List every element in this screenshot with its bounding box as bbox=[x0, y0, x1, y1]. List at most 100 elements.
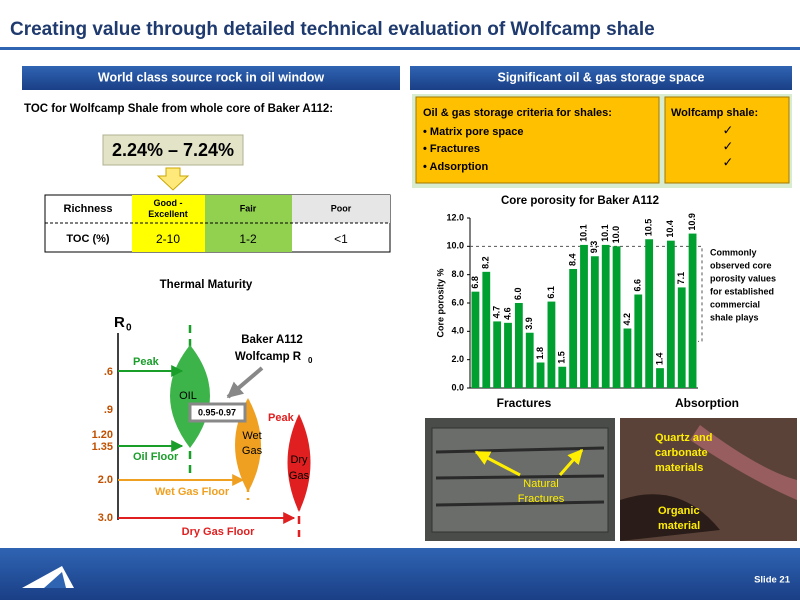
value-label: 9.3 bbox=[589, 241, 599, 254]
oil-floor-label: Oil Floor bbox=[133, 451, 179, 463]
photo-label: material bbox=[658, 520, 700, 532]
table-cell: TOC (%) bbox=[66, 233, 110, 245]
toc-range: 2.24% – 7.24% bbox=[112, 140, 234, 160]
value-label: 4.2 bbox=[622, 313, 632, 326]
table-cell-poor bbox=[292, 195, 390, 223]
criteria-title: Oil & gas storage criteria for shales: bbox=[423, 107, 612, 119]
maturity-tick: 2.0 bbox=[98, 474, 113, 486]
maturity-tick: 1.35 bbox=[92, 441, 113, 453]
slide-number: Slide 21 bbox=[754, 575, 791, 586]
bar bbox=[536, 362, 545, 388]
bar bbox=[558, 366, 567, 388]
dry-gas-label: Gas bbox=[289, 470, 310, 482]
maturity-axis-subscript: 0 bbox=[126, 323, 132, 334]
value-label: 4.7 bbox=[492, 306, 502, 319]
fracture-lines bbox=[435, 446, 605, 507]
bar bbox=[634, 294, 643, 388]
criteria-item: • Adsorption bbox=[423, 161, 488, 173]
callout-label: Baker A112 bbox=[241, 334, 303, 346]
criteria-item: • Fractures bbox=[423, 143, 480, 155]
title-rule bbox=[0, 47, 800, 50]
toc-caption: TOC for Wolfcamp Shale from whole core o… bbox=[24, 103, 333, 115]
pink-band bbox=[690, 425, 797, 500]
bar bbox=[547, 301, 556, 388]
value-label: 8.2 bbox=[481, 256, 491, 269]
table-header: Good -Excellent bbox=[148, 198, 188, 219]
wolfcamp-title: Wolfcamp shale: bbox=[671, 107, 758, 119]
check-mark: ✓ bbox=[723, 138, 734, 153]
annotation: observed core bbox=[710, 260, 772, 270]
down-arrow bbox=[156, 167, 190, 191]
bar bbox=[482, 271, 491, 388]
bar bbox=[514, 303, 523, 388]
dry-gas-floor-label: Dry Gas Floor bbox=[182, 526, 255, 538]
callout-subscript: 0 bbox=[308, 356, 313, 365]
table-header: Poor bbox=[331, 203, 352, 213]
photo-label: Organic bbox=[658, 505, 700, 517]
maturity-title: Thermal Maturity bbox=[160, 279, 253, 291]
bar bbox=[504, 322, 512, 388]
x-annotation: Absorption bbox=[675, 396, 739, 410]
x-annotation: Fractures bbox=[497, 396, 552, 410]
reference-bracket bbox=[698, 245, 703, 342]
check-mark: ✓ bbox=[723, 154, 734, 169]
table-header: Richness bbox=[64, 203, 113, 215]
measured-value: 0.95-0.97 bbox=[198, 407, 236, 417]
bar bbox=[601, 244, 610, 388]
maturity-tick: 1.20 bbox=[92, 429, 113, 441]
bar bbox=[677, 287, 686, 388]
value-label: 10.9 bbox=[687, 213, 697, 231]
y-tick-label: 4.0 bbox=[451, 326, 464, 336]
maturity-tick: .6 bbox=[104, 366, 113, 378]
wet-gas-label: Wet bbox=[242, 430, 261, 442]
value-label: 10.5 bbox=[644, 219, 654, 237]
bar bbox=[493, 321, 502, 388]
table-header: Fair bbox=[240, 203, 257, 213]
bar bbox=[623, 328, 632, 388]
fracture-arrow bbox=[474, 450, 521, 477]
value-label: 6.1 bbox=[546, 286, 556, 299]
value-label: 10.1 bbox=[600, 224, 610, 242]
criteria-item: • Matrix pore space bbox=[423, 126, 523, 138]
bar bbox=[656, 368, 664, 388]
value-label: 6.6 bbox=[633, 279, 643, 292]
fracture-arrow bbox=[558, 448, 584, 476]
dry-gas-lens bbox=[287, 414, 311, 512]
callout-arrow bbox=[226, 366, 264, 399]
bar bbox=[525, 332, 534, 388]
bar bbox=[569, 269, 578, 388]
bar bbox=[612, 246, 621, 388]
check-mark: ✓ bbox=[723, 122, 734, 137]
value-label: 6.8 bbox=[470, 276, 480, 289]
value-label: 10.1 bbox=[578, 224, 588, 242]
table-cell: 1-2 bbox=[239, 232, 257, 246]
bar bbox=[688, 233, 697, 388]
footer-band bbox=[0, 548, 800, 600]
bar bbox=[471, 291, 480, 388]
porosity-chart: Core porosity for Baker A112 Core porosi… bbox=[435, 195, 776, 410]
wet-gas-label: Gas bbox=[242, 445, 263, 457]
section-header bbox=[410, 66, 792, 90]
value-label: 3.9 bbox=[524, 317, 534, 330]
wolfcamp-box bbox=[664, 96, 790, 184]
photo-label: materials bbox=[655, 462, 703, 474]
oil-label: OIL bbox=[179, 390, 197, 402]
y-axis-label: Core porosity % bbox=[435, 268, 445, 337]
core-sample bbox=[431, 427, 609, 533]
value-label: 4.6 bbox=[502, 307, 512, 320]
bar bbox=[590, 256, 599, 388]
value-label: 10.4 bbox=[665, 220, 675, 238]
annotation: for established bbox=[710, 286, 774, 296]
value-label: 10.0 bbox=[611, 226, 621, 244]
logo-cut bbox=[44, 572, 66, 588]
y-tick-label: 8.0 bbox=[451, 269, 464, 279]
maturity-tick: .9 bbox=[104, 404, 113, 416]
y-tick-label: 2.0 bbox=[451, 354, 464, 364]
dark-zone bbox=[620, 494, 720, 541]
value-label: 1.4 bbox=[654, 353, 664, 366]
value-label: 7.1 bbox=[676, 272, 686, 285]
table-cell: <1 bbox=[334, 232, 348, 246]
annotation: Commonly bbox=[710, 247, 757, 257]
